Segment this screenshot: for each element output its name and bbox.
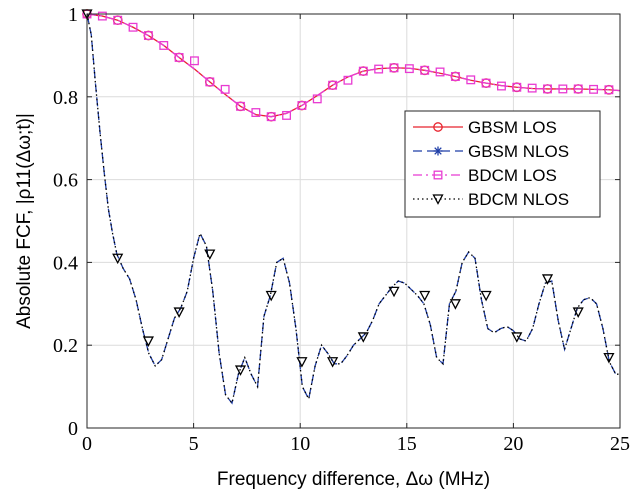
legend-label: BDCM LOS — [468, 166, 557, 185]
data-point-bdcm-nlos — [265, 290, 277, 302]
y-tick-label: 0.4 — [53, 252, 78, 274]
data-point-bdcm-los — [527, 83, 537, 93]
y-tick-label: 0.6 — [53, 170, 78, 192]
y-tick-label: 1 — [68, 4, 78, 26]
data-point-bdcm-nlos — [204, 249, 216, 261]
data-point-bdcm-los — [374, 64, 384, 74]
data-point-bdcm-los — [251, 108, 261, 117]
data-point-bdcm-nlos — [480, 290, 492, 302]
data-point-bdcm-nlos — [327, 357, 339, 368]
series-line-gbsm-nlos — [86, 13, 620, 405]
legend-marker — [433, 170, 443, 180]
data-point-bdcm-nlos — [296, 357, 308, 368]
legend-item-gbsm-nlos: GBSM NLOS — [413, 142, 569, 161]
data-point-bdcm-nlos — [603, 352, 615, 364]
data-point-bdcm-los — [312, 94, 322, 104]
data-point-bdcm-los — [389, 63, 399, 73]
data-point-bdcm-los — [174, 53, 184, 62]
data-point-bdcm-los — [266, 112, 276, 122]
data-point-bdcm-nlos — [142, 336, 154, 347]
x-tick-label: 5 — [189, 433, 199, 455]
data-point-bdcm-los — [190, 56, 199, 66]
legend-marker — [433, 146, 443, 156]
legend-label: BDCM NLOS — [468, 190, 569, 209]
y-tick-label: 0 — [68, 418, 78, 440]
data-point-bdcm-los — [435, 67, 445, 77]
data-point-bdcm-nlos — [357, 332, 369, 343]
data-point-bdcm-los — [450, 72, 460, 81]
data-point-bdcm-los — [113, 15, 123, 25]
data-point-bdcm-los — [236, 101, 245, 111]
data-point-bdcm-los — [328, 80, 338, 90]
data-point-bdcm-los — [282, 110, 292, 120]
x-tick-label: 15 — [397, 433, 417, 455]
data-point-bdcm-los — [497, 81, 506, 91]
tick-labels: 0 5 10 15 20 25 0 0.2 0.4 0.6 0.8 1 — [53, 4, 630, 455]
legend-marker — [433, 122, 443, 132]
x-tick-label: 0 — [82, 433, 92, 455]
legend-box — [404, 110, 601, 218]
data-point-bdcm-los — [97, 11, 107, 21]
data-point-bdcm-nlos — [173, 307, 185, 318]
data-point-bdcm-los — [512, 82, 522, 92]
series-line-bdcm-los — [86, 13, 621, 118]
legend-marker — [432, 194, 444, 205]
x-axis-label: Frequency difference, Δω (MHz) — [217, 469, 490, 490]
plot-frame — [86, 13, 621, 429]
series-bdcm-nlos — [81, 9, 620, 405]
y-axis-label: Absolute FCF, |ρ11(Δω;t)| — [14, 113, 35, 329]
data-point-bdcm-los — [343, 75, 353, 85]
data-point-bdcm-nlos — [449, 299, 461, 310]
data-point-bdcm-los — [220, 84, 230, 94]
data-point-bdcm-los — [589, 84, 599, 94]
data-point-bdcm-los — [543, 84, 552, 94]
data-point-bdcm-nlos — [419, 290, 431, 302]
data-point-bdcm-los — [481, 78, 491, 88]
legend-item-bdcm-los: BDCM LOS — [413, 166, 557, 185]
data-point-bdcm-los — [128, 22, 138, 32]
y-tick-label: 0.8 — [53, 87, 78, 109]
data-point-bdcm-nlos — [112, 253, 124, 265]
legend-label: GBSM LOS — [468, 118, 557, 137]
data-point-bdcm-nlos — [234, 365, 247, 376]
x-tick-label: 10 — [290, 433, 310, 455]
data-point-bdcm-los — [297, 101, 307, 110]
data-point-bdcm-los — [466, 75, 476, 85]
data-point-bdcm-los — [558, 84, 568, 94]
series-bdcm-los — [82, 9, 621, 122]
data-point-bdcm-nlos — [572, 307, 584, 318]
x-tick-label: 20 — [503, 433, 523, 455]
data-point-bdcm-los — [205, 77, 215, 87]
x-tick-label: 25 — [610, 433, 630, 455]
data-point-bdcm-los — [573, 84, 583, 94]
series-gbsm-nlos — [86, 13, 620, 405]
data-point-bdcm-nlos — [541, 274, 554, 285]
data-point-bdcm-los — [604, 85, 614, 95]
data-point-bdcm-nlos — [511, 332, 523, 343]
legend-item-gbsm-los: GBSM LOS — [413, 118, 557, 137]
series-layer — [81, 9, 621, 405]
data-point-bdcm-los — [404, 64, 414, 74]
y-tick-label: 0.2 — [53, 335, 78, 357]
data-point-bdcm-los — [143, 31, 153, 40]
data-point-bdcm-los — [420, 65, 430, 75]
data-point-bdcm-nlos — [388, 286, 400, 298]
legend-label: GBSM NLOS — [468, 142, 569, 161]
data-point-bdcm-los — [358, 66, 368, 76]
data-point-bdcm-los — [159, 41, 169, 50]
legend: GBSM LOS GBSM NLOS BDCM LOS BDCM NLOS — [404, 110, 601, 218]
legend-item-bdcm-nlos: BDCM NLOS — [413, 190, 569, 209]
